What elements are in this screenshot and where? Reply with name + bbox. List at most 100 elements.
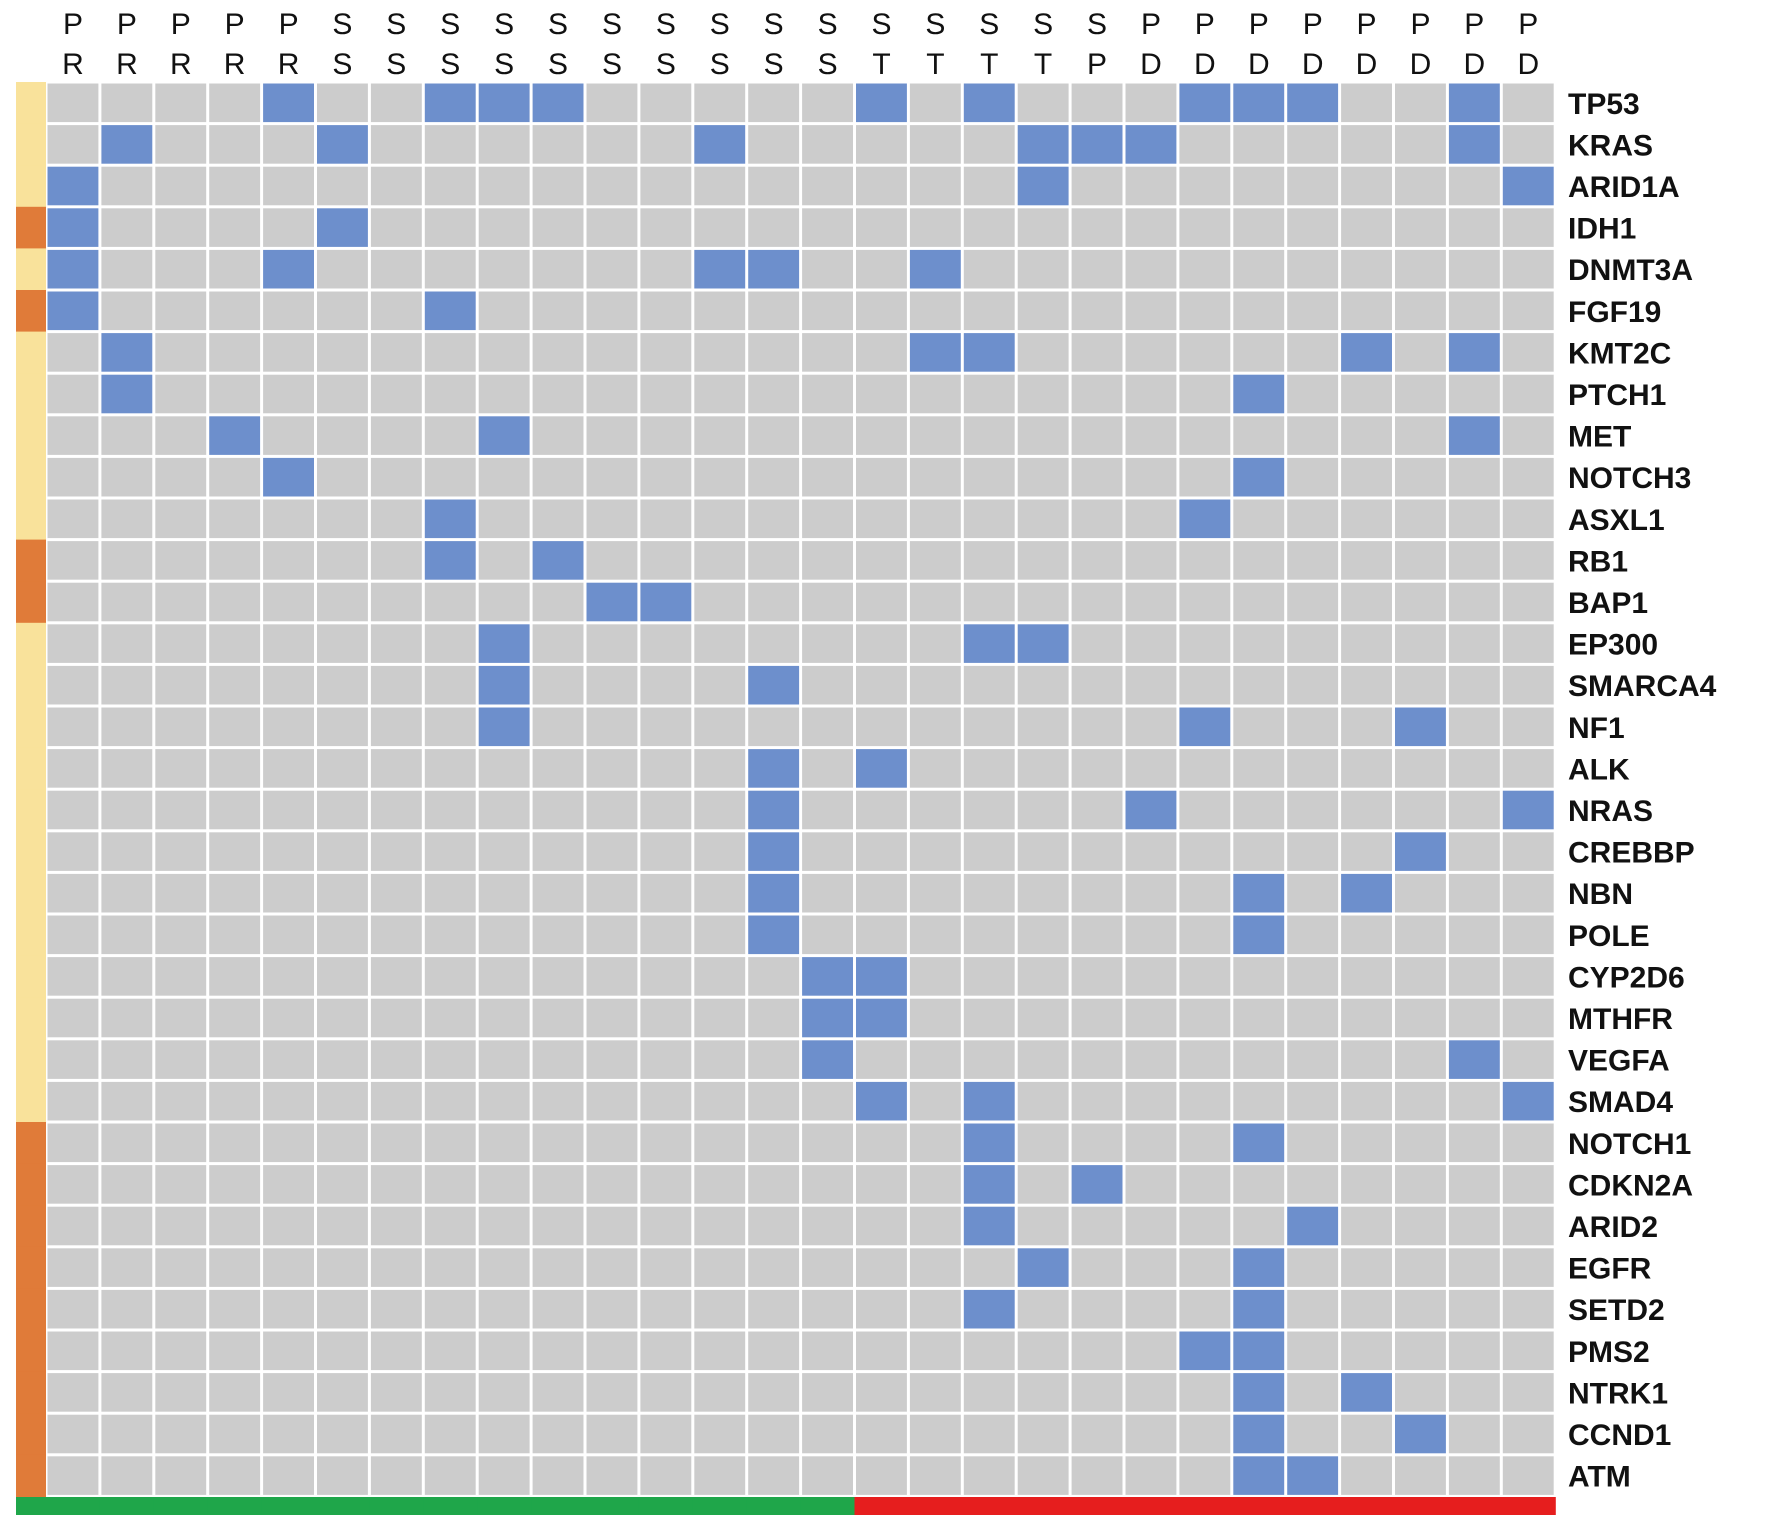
heatmap-cell (155, 1081, 207, 1121)
column-group-segment (585, 1497, 640, 1515)
heatmap-cell (748, 166, 800, 206)
heatmap-cell (802, 707, 853, 747)
heatmap-cell (640, 707, 692, 747)
heatmap-cell (1502, 416, 1554, 455)
heatmap-cell (802, 1248, 853, 1287)
heatmap-cell (209, 624, 261, 663)
heatmap-cell (1395, 957, 1446, 996)
heatmap-cell (1179, 1414, 1231, 1454)
heatmap-cell-mutated (748, 790, 800, 830)
heatmap-cell (694, 333, 746, 372)
gene-label: CCND1 (1568, 1419, 1671, 1452)
gene-group-segment (16, 248, 46, 291)
column-group-segment (962, 1497, 1017, 1515)
heatmap-cell (963, 416, 1015, 455)
heatmap-cell (478, 749, 530, 788)
heatmap-cell (1179, 1165, 1231, 1204)
gene-label: IDH1 (1568, 213, 1636, 246)
heatmap-cell (424, 333, 476, 372)
heatmap-cell (640, 291, 692, 331)
heatmap-cell (1233, 541, 1285, 580)
heatmap-cell (370, 582, 422, 622)
heatmap-cell (748, 416, 800, 455)
heatmap-cell (640, 998, 692, 1038)
heatmap-cell (209, 125, 261, 164)
heatmap-cell (532, 915, 584, 955)
heatmap-cell (586, 499, 638, 539)
column-header-top: S (386, 8, 406, 41)
heatmap-cell (963, 1414, 1015, 1454)
heatmap-cell-mutated (1448, 83, 1500, 123)
heatmap-cell-mutated (1179, 83, 1231, 123)
heatmap-cell (317, 1040, 368, 1079)
heatmap-cell (155, 1414, 207, 1454)
heatmap-cell-mutated (1233, 1289, 1285, 1329)
heatmap-cell (1125, 291, 1177, 331)
heatmap-cell (1125, 582, 1177, 622)
heatmap-cell (1395, 166, 1446, 206)
heatmap-cell (1502, 873, 1554, 913)
heatmap-cell (909, 125, 961, 164)
heatmap-cell (909, 457, 961, 497)
heatmap-cell-mutated (424, 499, 476, 539)
heatmap-cell (1395, 291, 1446, 331)
heatmap-cell (1071, 1081, 1123, 1121)
heatmap-cell (1071, 749, 1123, 788)
heatmap-cell (1502, 707, 1554, 747)
heatmap-cell (1502, 541, 1554, 580)
heatmap-cell (1071, 1040, 1123, 1079)
heatmap-cell (1017, 83, 1069, 123)
column-header-bottom: D (1194, 48, 1216, 81)
heatmap-cell (532, 1165, 584, 1204)
heatmap-cell-mutated (317, 208, 368, 247)
heatmap-cell (802, 1165, 853, 1204)
heatmap-cell (1125, 541, 1177, 580)
heatmap-cell (532, 1248, 584, 1287)
heatmap-cell (1233, 957, 1285, 996)
heatmap-cell (1071, 1456, 1123, 1495)
heatmap-cell (1125, 1331, 1177, 1371)
heatmap-cell (909, 541, 961, 580)
heatmap-cell (317, 374, 368, 414)
gene-group-segment (16, 373, 46, 416)
heatmap-cell (748, 1040, 800, 1079)
heatmap-cell-mutated (748, 749, 800, 788)
heatmap-cell-mutated (909, 333, 961, 372)
heatmap-cell (586, 125, 638, 164)
heatmap-cell (155, 166, 207, 206)
column-group-segment (1339, 1497, 1395, 1515)
heatmap-cell-mutated (1233, 915, 1285, 955)
heatmap-cell (370, 166, 422, 206)
heatmap-cell (47, 582, 99, 622)
heatmap-cell-mutated (478, 83, 530, 123)
heatmap-cell (1341, 749, 1392, 788)
gene-group-segment (16, 456, 46, 499)
gene-label: VEGFA (1568, 1045, 1670, 1078)
heatmap-cell (748, 1081, 800, 1121)
heatmap-cell (963, 998, 1015, 1038)
heatmap-cell (155, 457, 207, 497)
heatmap-cell (1341, 83, 1392, 123)
heatmap-cell (694, 998, 746, 1038)
heatmap-cell (963, 125, 1015, 164)
heatmap-cell (694, 957, 746, 996)
heatmap-cell (694, 374, 746, 414)
heatmap-cell (586, 1165, 638, 1204)
heatmap-cell (1017, 208, 1069, 247)
heatmap-cell (640, 873, 692, 913)
heatmap-cell (1125, 998, 1177, 1038)
heatmap-cell (370, 915, 422, 955)
heatmap-cell (532, 957, 584, 996)
heatmap-cell (1341, 790, 1392, 830)
heatmap-cell (317, 957, 368, 996)
heatmap-cell (1233, 249, 1285, 289)
heatmap-cell (909, 1040, 961, 1079)
heatmap-cell (1448, 1081, 1500, 1121)
gene-label: NRAS (1568, 795, 1653, 828)
heatmap-cell (1179, 374, 1231, 414)
heatmap-cell (155, 707, 207, 747)
heatmap-cell (155, 790, 207, 830)
heatmap-cell (1179, 915, 1231, 955)
heatmap-cell (263, 125, 314, 164)
heatmap-cell (155, 1456, 207, 1495)
